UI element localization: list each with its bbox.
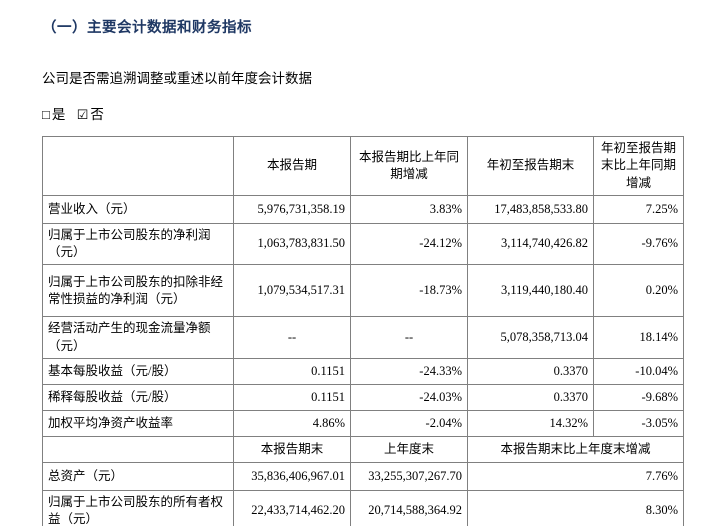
cell-value: 4.86% <box>233 409 351 437</box>
cell-value: 0.1151 <box>233 357 351 385</box>
table-row: 归属于上市公司股东的所有者权益（元） 22,433,714,462.20 20,… <box>42 489 684 526</box>
row-label: 基本每股收益（元/股） <box>42 357 234 385</box>
cell-value: -18.73% <box>350 264 468 318</box>
table-row: 总资产（元） 35,836,406,967.01 33,255,307,267.… <box>42 461 684 491</box>
cell-value: -2.04% <box>350 409 468 437</box>
cell-value: 0.3370 <box>467 383 594 411</box>
cell-value: 8.30% <box>467 489 684 526</box>
option-yes: □ 是 <box>42 107 65 122</box>
cell-value: 18.14% <box>593 316 684 359</box>
checkbox-unchecked-icon: □ <box>42 107 50 122</box>
subheader-period-end-change: 本报告期末比上年度末增减 <box>467 435 684 463</box>
cell-value: -10.04% <box>593 357 684 385</box>
table-row: 营业收入（元） 5,976,731,358.19 3.83% 17,483,85… <box>42 194 684 224</box>
cell-value: 0.20% <box>593 264 684 318</box>
table-header-row: 本报告期 本报告期比上年同期增减 年初至报告期末 年初至报告期末比上年同期增减 <box>42 136 684 196</box>
cell-value: 35,836,406,967.01 <box>233 461 351 491</box>
cell-value: 5,976,731,358.19 <box>233 194 351 224</box>
cell-value: 3,119,440,180.40 <box>467 264 594 318</box>
subheader-prior-year-end: 上年度末 <box>350 435 468 463</box>
section-title: （一）主要会计数据和财务指标 <box>42 20 252 36</box>
financial-indicators-table: 本报告期 本报告期比上年同期增减 年初至报告期末 年初至报告期末比上年同期增减 … <box>42 136 684 526</box>
table-subheader-row: 本报告期末 上年度末 本报告期末比上年度末增减 <box>42 435 684 463</box>
header-empty-cell <box>42 136 234 196</box>
header-year-to-date: 年初至报告期末 <box>467 136 594 196</box>
cell-value: 33,255,307,267.70 <box>350 461 468 491</box>
cell-value: 1,079,534,517.31 <box>233 264 351 318</box>
subheader-empty-cell <box>42 435 234 463</box>
table-row: 稀释每股收益（元/股） 0.1151 -24.03% 0.3370 -9.68% <box>42 383 684 411</box>
cell-value: -9.76% <box>593 222 684 266</box>
cell-value: 22,433,714,462.20 <box>233 489 351 526</box>
table-row: 基本每股收益（元/股） 0.1151 -24.33% 0.3370 -10.04… <box>42 357 684 385</box>
row-label: 加权平均净资产收益率 <box>42 409 234 437</box>
table-row: 加权平均净资产收益率 4.86% -2.04% 14.32% -3.05% <box>42 409 684 437</box>
cell-value: 17,483,858,533.80 <box>467 194 594 224</box>
cell-value: 7.25% <box>593 194 684 224</box>
option-yes-label: 是 <box>51 107 66 122</box>
header-current-period-yoy: 本报告期比上年同期增减 <box>350 136 468 196</box>
cell-value: 3,114,740,426.82 <box>467 222 594 266</box>
cell-value: -- <box>350 316 468 359</box>
restatement-question: 公司是否需追溯调整或重述以前年度会计数据 <box>42 71 312 86</box>
cell-value: -- <box>233 316 351 359</box>
option-no-label: 否 <box>90 107 104 122</box>
cell-value: -24.12% <box>350 222 468 266</box>
header-current-period: 本报告期 <box>233 136 351 196</box>
row-label: 总资产（元） <box>42 461 234 491</box>
restatement-options: □ 是 ☑ 否 <box>42 103 685 123</box>
cell-value: 20,714,588,364.92 <box>350 489 468 526</box>
row-label: 归属于上市公司股东的所有者权益（元） <box>42 489 234 526</box>
row-label: 稀释每股收益（元/股） <box>42 383 234 411</box>
cell-value: 0.1151 <box>233 383 351 411</box>
cell-value: 0.3370 <box>467 357 594 385</box>
cell-value: 3.83% <box>350 194 468 224</box>
cell-value: -24.33% <box>350 357 468 385</box>
row-label: 归属于上市公司股东的扣除非经常性损益的净利润（元） <box>42 264 234 318</box>
cell-value: -3.05% <box>593 409 684 437</box>
table-row: 归属于上市公司股东的净利润（元） 1,063,783,831.50 -24.12… <box>42 222 684 266</box>
table-row: 归属于上市公司股东的扣除非经常性损益的净利润（元） 1,079,534,517.… <box>42 264 684 318</box>
cell-value: 14.32% <box>467 409 594 437</box>
row-label: 经营活动产生的现金流量净额（元） <box>42 316 234 359</box>
cell-value: -24.03% <box>350 383 468 411</box>
subheader-period-end: 本报告期末 <box>233 435 351 463</box>
cell-value: -9.68% <box>593 383 684 411</box>
option-no: ☑ 否 <box>77 107 104 122</box>
row-label: 归属于上市公司股东的净利润（元） <box>42 222 234 266</box>
row-label: 营业收入（元） <box>42 194 234 224</box>
header-year-to-date-yoy: 年初至报告期末比上年同期增减 <box>593 136 684 196</box>
cell-value: 1,063,783,831.50 <box>233 222 351 266</box>
cell-value: 5,078,358,713.04 <box>467 316 594 359</box>
cell-value: 7.76% <box>467 461 684 491</box>
table-row: 经营活动产生的现金流量净额（元） -- -- 5,078,358,713.04 … <box>42 316 684 359</box>
checkbox-checked-icon: ☑ <box>76 107 89 122</box>
